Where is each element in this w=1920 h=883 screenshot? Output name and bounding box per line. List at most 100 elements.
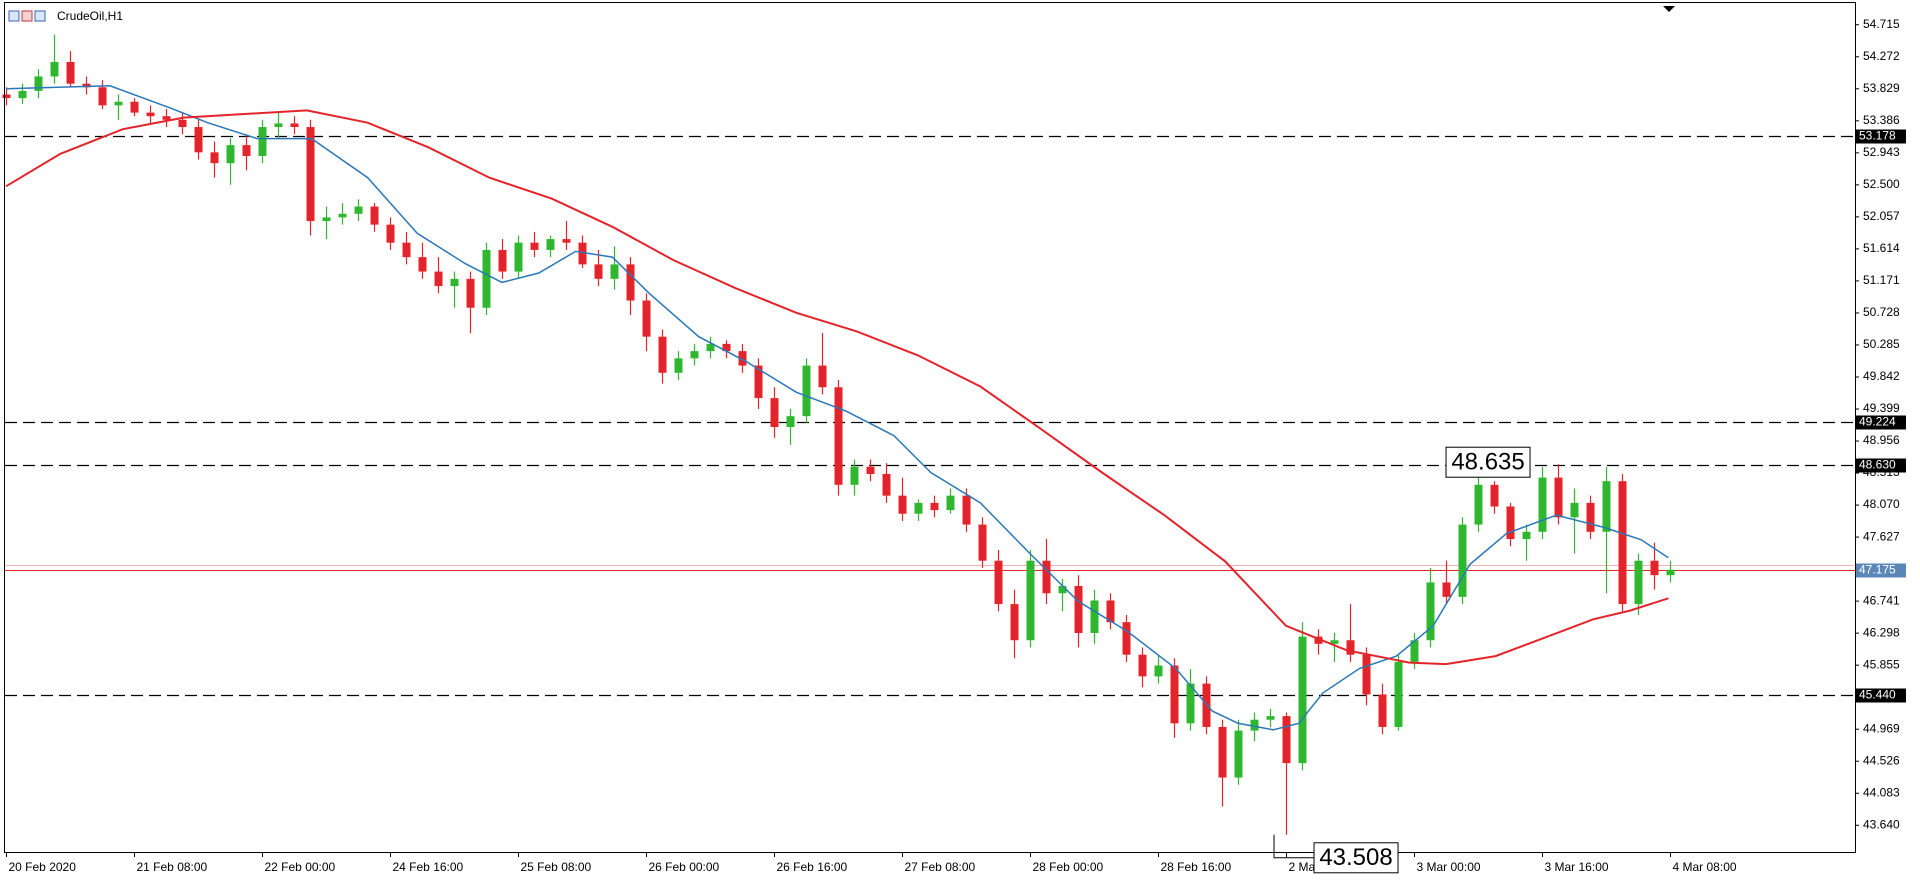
y-tick-label: 51.171	[1863, 273, 1900, 287]
candle-body	[898, 495, 907, 514]
candle-body	[738, 351, 747, 366]
candle-body	[418, 257, 427, 272]
candle-body	[1586, 502, 1595, 532]
candle-body	[1026, 560, 1035, 641]
candle-body	[562, 239, 571, 243]
candle-body	[498, 249, 507, 272]
x-tick-label: 21 Feb 08:00	[137, 860, 208, 874]
candle-body	[994, 560, 1003, 605]
y-tick-label: 51.614	[1863, 241, 1900, 255]
symbol-icon	[8, 10, 46, 22]
candle-body	[1554, 477, 1563, 518]
candle-body	[962, 495, 971, 525]
y-tick-label: 53.386	[1863, 113, 1900, 127]
y-tick-label: 44.083	[1863, 785, 1900, 799]
annotation-box	[1313, 842, 1399, 874]
candle-body	[242, 145, 251, 156]
candle-body	[642, 300, 651, 337]
candle-body	[1186, 683, 1195, 724]
candle-body	[434, 271, 443, 287]
candle-body	[1394, 661, 1403, 727]
candle-body	[1330, 640, 1339, 644]
annotation-box	[1445, 446, 1531, 478]
y-tick-label: 43.640	[1863, 817, 1900, 831]
shift-marker	[1663, 6, 1675, 12]
candle-body	[1490, 484, 1499, 507]
candle-body	[1266, 716, 1275, 720]
y-tick-label: 50.728	[1863, 305, 1900, 319]
y-tick-label: 52.057	[1863, 209, 1900, 223]
candle-body	[674, 358, 683, 373]
candle-body	[1426, 582, 1435, 641]
icon-window	[34, 10, 46, 22]
x-tick-label: 26 Feb 00:00	[649, 860, 720, 874]
icon-window	[8, 10, 20, 22]
candle-body	[1538, 477, 1547, 532]
candle-body	[1170, 665, 1179, 724]
y-tick-label: 48.956	[1863, 433, 1900, 447]
candle-body	[690, 351, 699, 359]
x-tick-label: 28 Feb 00:00	[1033, 860, 1104, 874]
candle-body	[50, 61, 59, 77]
annotation-label: 43.508	[1319, 844, 1392, 871]
candle-body	[1010, 604, 1019, 641]
candle-body	[114, 101, 123, 106]
plot-frame	[4, 2, 1856, 853]
candle-body	[610, 264, 619, 279]
level-tag-label: 45.440	[1859, 688, 1896, 702]
candle-body	[1666, 569, 1675, 576]
candle-body	[322, 217, 331, 222]
y-tick-label: 52.943	[1863, 145, 1900, 159]
candle-body	[210, 152, 219, 164]
candle-body	[98, 87, 107, 106]
candle-body	[866, 466, 875, 474]
x-tick-label: 26 Feb 16:00	[777, 860, 848, 874]
candle-body	[370, 206, 379, 225]
candle-body	[1074, 586, 1083, 633]
candle-body	[1122, 622, 1131, 655]
candle-body	[1298, 636, 1307, 764]
level-tag-label: 48.630	[1859, 458, 1896, 472]
candle-body	[450, 278, 459, 287]
level-tag	[1856, 688, 1906, 703]
level-tag	[1856, 129, 1906, 144]
y-tick-label: 49.842	[1863, 369, 1900, 383]
candle-body	[1410, 640, 1419, 662]
candle-body	[1090, 600, 1099, 633]
candle-body	[1234, 730, 1243, 778]
annotation-label: 48.635	[1451, 449, 1524, 476]
candle-body	[1282, 716, 1291, 764]
candle-body	[2, 94, 11, 99]
candle-body	[722, 343, 731, 352]
candle-body	[658, 336, 667, 373]
candle-body	[914, 502, 923, 514]
candle-body	[258, 127, 267, 156]
candle-body	[1058, 586, 1067, 594]
x-tick-label: 28 Feb 16:00	[1161, 860, 1232, 874]
candle-body	[1218, 726, 1227, 778]
candle-body	[1506, 506, 1515, 540]
candle-body	[402, 242, 411, 258]
y-tick-label: 48.070	[1863, 497, 1900, 511]
candle-body	[1650, 560, 1659, 576]
candle-body	[354, 206, 363, 214]
candle-body	[178, 119, 187, 128]
level-tag	[1856, 458, 1906, 473]
candle-body	[274, 123, 283, 128]
candle-body	[82, 83, 91, 88]
moving-average	[5, 85, 1669, 731]
candle-body	[34, 76, 43, 91]
candle-body	[146, 112, 155, 117]
candle-body	[514, 242, 523, 272]
candle-body	[930, 502, 939, 511]
candle-body	[786, 416, 795, 427]
candle-body	[1458, 524, 1467, 597]
candle-body	[18, 90, 27, 99]
level-tag-label: 53.178	[1859, 129, 1896, 143]
price-tag-label: 47.175	[1859, 563, 1896, 577]
candle-body	[194, 127, 203, 153]
candle-body	[386, 224, 395, 243]
y-tick-label: 47.627	[1863, 529, 1900, 543]
candle-body	[1474, 484, 1483, 525]
